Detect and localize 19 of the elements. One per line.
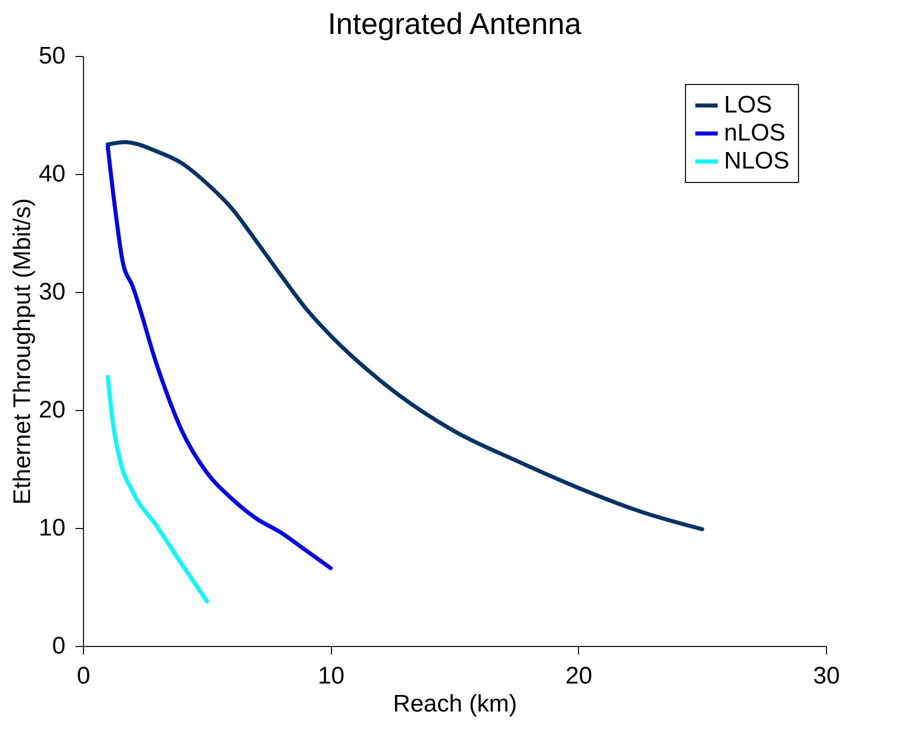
y-tick-label: 50 — [38, 42, 66, 70]
y-tick-label: 0 — [52, 632, 66, 660]
x-tick-label: 10 — [318, 662, 345, 690]
legend-label: LOS — [724, 92, 772, 118]
chart-title: Integrated Antenna — [328, 8, 582, 41]
y-tick-label: 30 — [38, 278, 66, 306]
y-tick-label: 10 — [38, 514, 66, 542]
y-axis-title: Ethernet Throughput (Mbit/s) — [8, 198, 36, 505]
x-tick-label: 20 — [565, 662, 592, 690]
line-series — [106, 374, 209, 604]
line-series — [106, 144, 333, 570]
y-tick-label: 40 — [38, 160, 66, 188]
line-series — [106, 140, 704, 532]
x-tick-label: 0 — [76, 662, 90, 690]
y-tick-label: 20 — [38, 396, 66, 424]
x-tick-label: 30 — [813, 662, 840, 690]
legend-label: NLOS — [724, 148, 790, 174]
x-axis-title: Reach (km) — [392, 690, 518, 718]
legend-label: nLOS — [724, 120, 786, 146]
